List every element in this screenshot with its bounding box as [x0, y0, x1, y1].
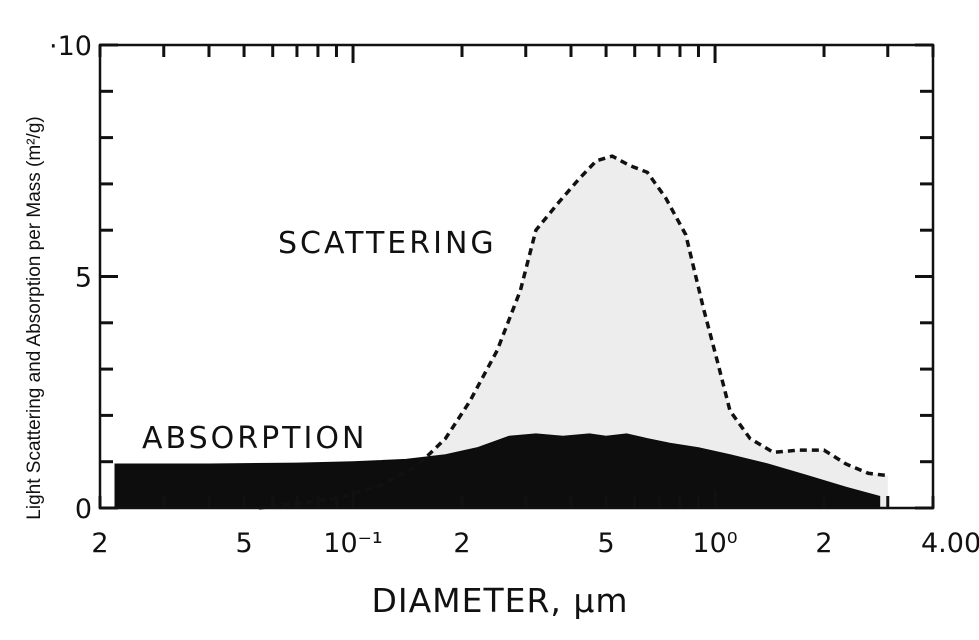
y-tick-label: 5 — [75, 263, 92, 294]
scattering-area — [259, 156, 888, 508]
x-tick-label: 2 — [91, 528, 108, 559]
x-tick-label: 5 — [598, 528, 615, 559]
x-tick-label: 2 — [453, 528, 470, 559]
absorption-label: ABSORPTION — [142, 421, 367, 456]
absorption-area — [114, 433, 881, 509]
x-tick-label: 5 — [236, 528, 253, 559]
series-layer — [114, 154, 889, 510]
tick-layer — [98, 43, 935, 510]
x-tick-label: 10⁰ — [692, 528, 737, 559]
label-layer: 2 5 10⁻¹ 2 5 10⁰ 2 4.00 0 5 ·10 — [49, 31, 979, 559]
x-tick-label: 2 — [815, 528, 832, 559]
scattering-label: SCATTERING — [278, 226, 497, 261]
scattering-line — [258, 154, 889, 510]
y-tick-label: 0 — [75, 494, 92, 525]
x-tick-label: 10⁻¹ — [323, 528, 382, 559]
y-tick-label: ·10 — [49, 31, 92, 62]
x-tick-label: 4.00 — [921, 528, 979, 559]
x-axis-label: DIAMETER, μm — [371, 581, 628, 620]
y-axis-label: Light Scattering and Absorption per Mass… — [24, 116, 45, 519]
